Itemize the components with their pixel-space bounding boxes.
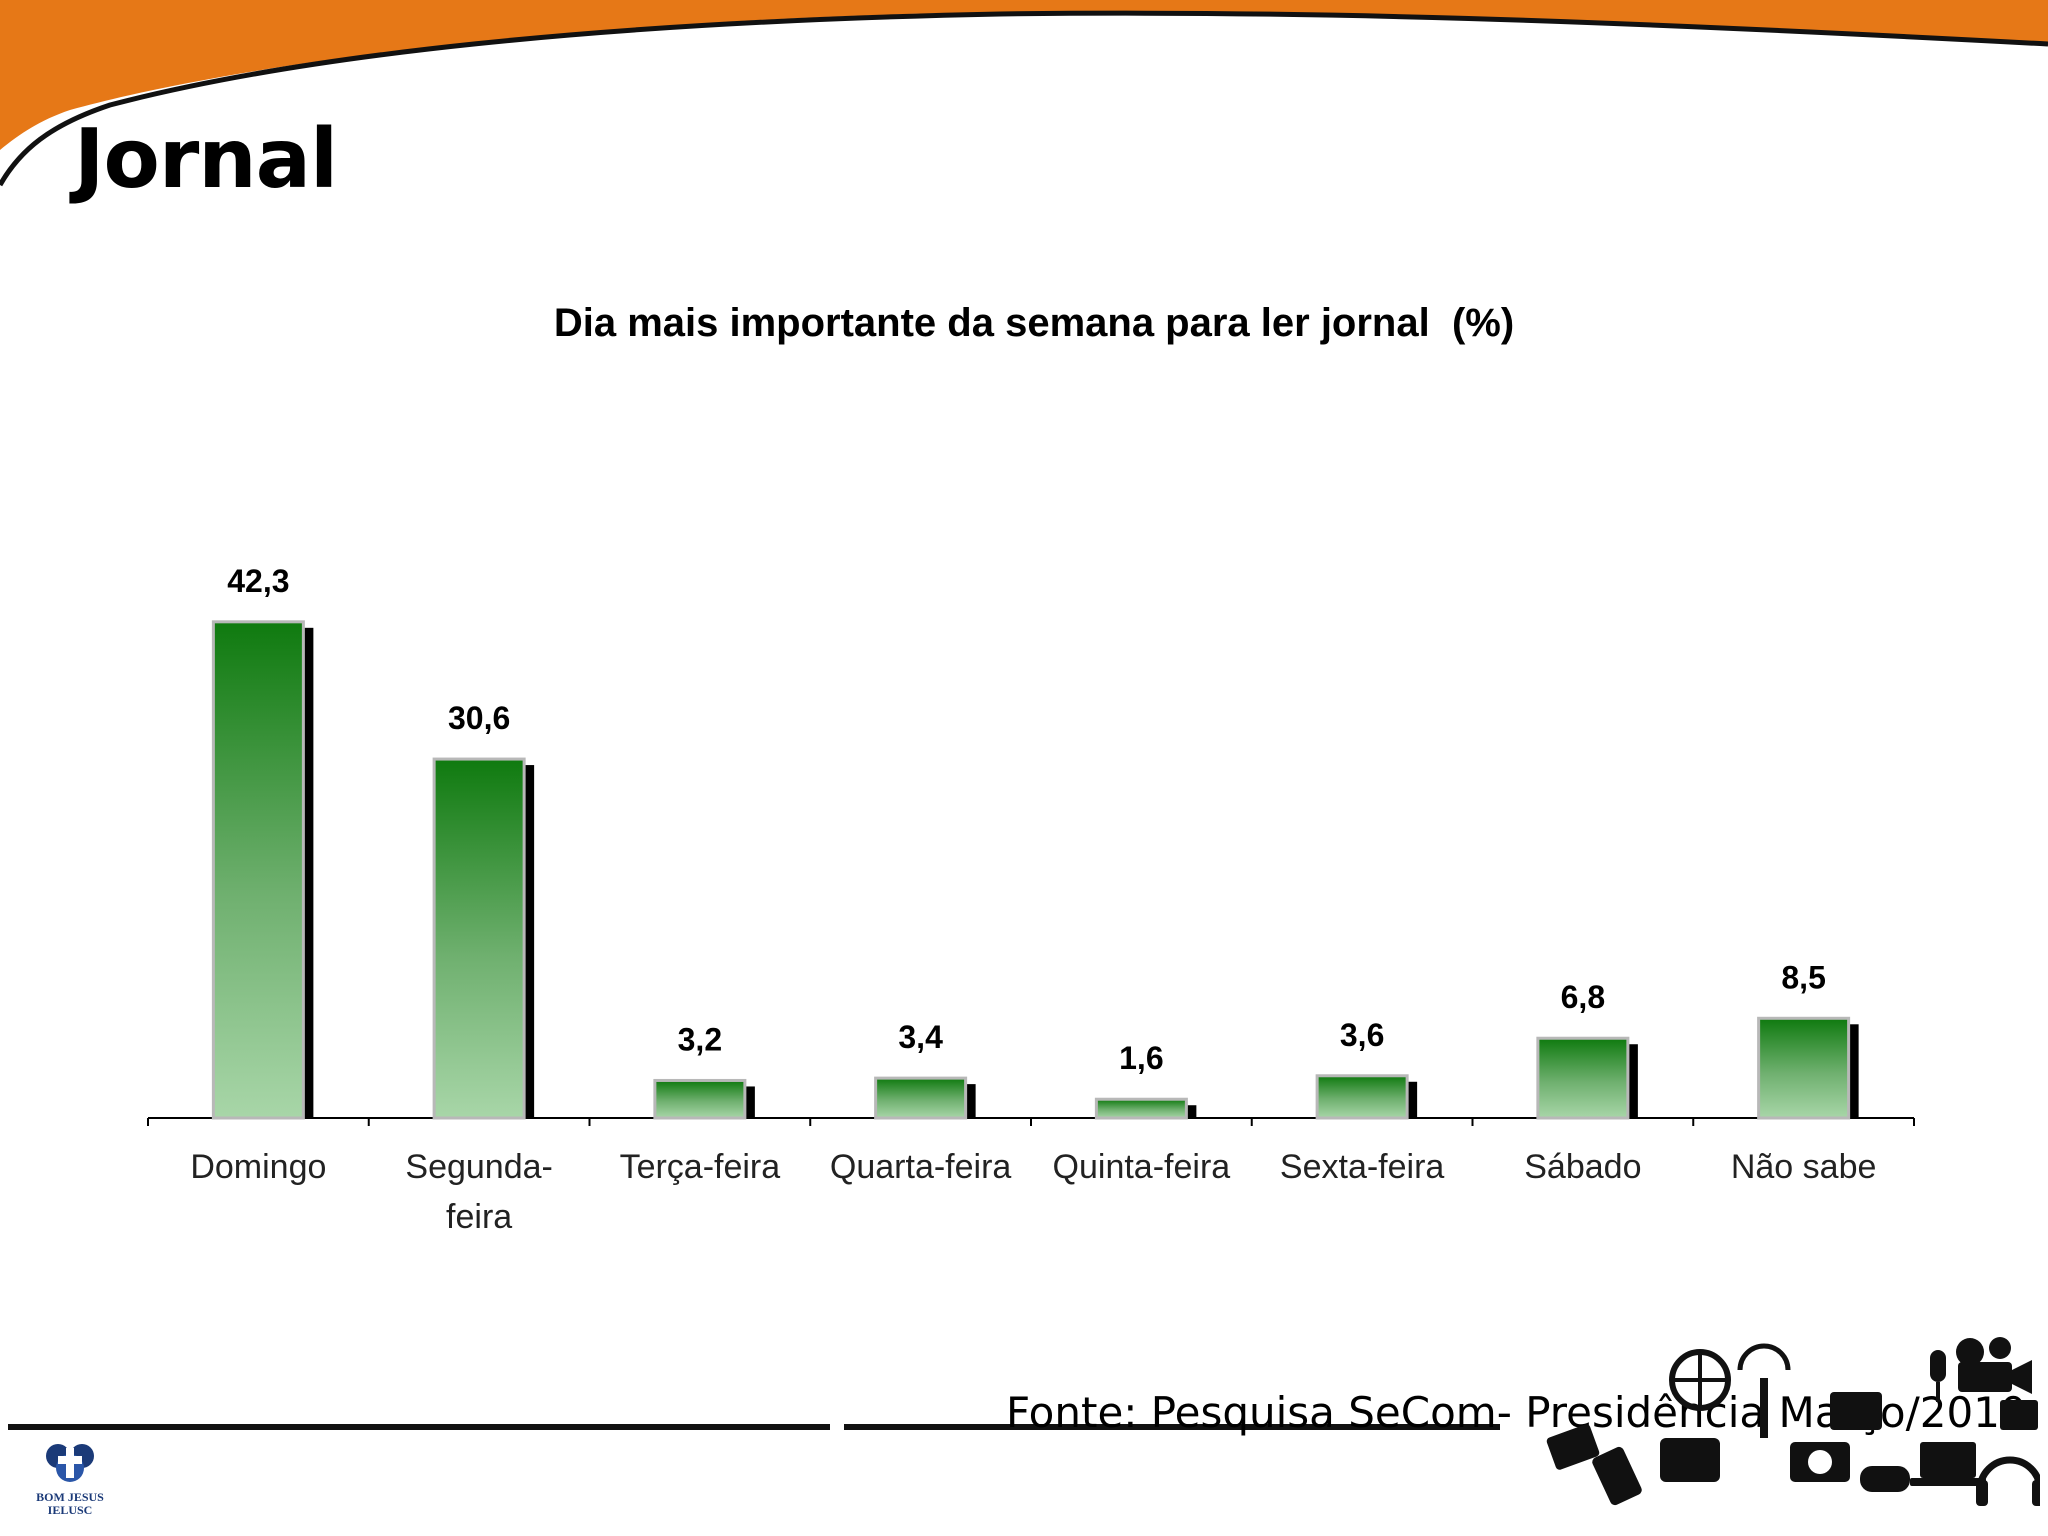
footer-divider	[8, 1424, 1500, 1430]
category-label: Não sabe	[1731, 1148, 1877, 1186]
category-label: Sexta-feira	[1280, 1148, 1444, 1186]
media-icons-decoration	[1546, 1337, 2040, 1506]
television-icon	[1660, 1392, 1882, 1482]
bar	[1315, 1074, 1409, 1120]
value-label: 42,3	[227, 563, 289, 599]
value-label: 30,6	[448, 700, 510, 736]
bar	[1757, 1016, 1851, 1120]
category-label: Sábado	[1524, 1148, 1641, 1186]
bar	[653, 1078, 747, 1120]
value-label: 3,4	[898, 1019, 943, 1055]
institution-logo: BOM JESUS IELUSC	[30, 1440, 110, 1517]
microphone-icon	[1930, 1350, 1946, 1402]
laptop-icon	[1910, 1442, 1986, 1486]
bar	[432, 757, 526, 1120]
logo-emblem-icon	[46, 1444, 94, 1482]
bar	[1536, 1036, 1630, 1120]
chart-bars: 42,3 Domingo 30,6 Segunda-feira 3,2 Terça-fei…	[147, 563, 1915, 1236]
bar	[211, 620, 305, 1120]
value-label: 3,2	[678, 1021, 722, 1057]
value-label: 8,5	[1781, 959, 1825, 995]
category-label: Quinta-feira	[1053, 1148, 1231, 1186]
bar	[1094, 1097, 1188, 1120]
film-camera-icon	[1956, 1337, 2032, 1394]
bar	[874, 1076, 968, 1120]
bar-chart: Dia mais importante da semana para ler j…	[147, 301, 1915, 1236]
category-label: Segunda-feira	[405, 1148, 552, 1236]
category-label: Domingo	[190, 1148, 326, 1186]
chart-title: Dia mais importante da semana para ler j…	[554, 301, 1514, 345]
camera-icon	[1790, 1400, 2038, 1482]
category-label: Quarta-feira	[830, 1148, 1011, 1186]
headphones-icon	[1976, 1456, 2040, 1506]
logo-text: BOM JESUS IELUSC	[36, 1490, 104, 1517]
value-label: 6,8	[1561, 979, 1605, 1015]
category-label: Terça-feira	[620, 1148, 781, 1186]
antenna-icon	[1737, 1343, 1791, 1438]
globe-icon	[1669, 1349, 1731, 1411]
mobile-phone-icon	[1546, 1424, 1642, 1506]
slide-title: Jornal	[74, 112, 338, 207]
gamepad-icon	[1860, 1466, 1910, 1492]
value-label: 3,6	[1340, 1017, 1384, 1053]
header-swoosh	[0, 0, 2048, 187]
value-label: 1,6	[1119, 1040, 1163, 1076]
